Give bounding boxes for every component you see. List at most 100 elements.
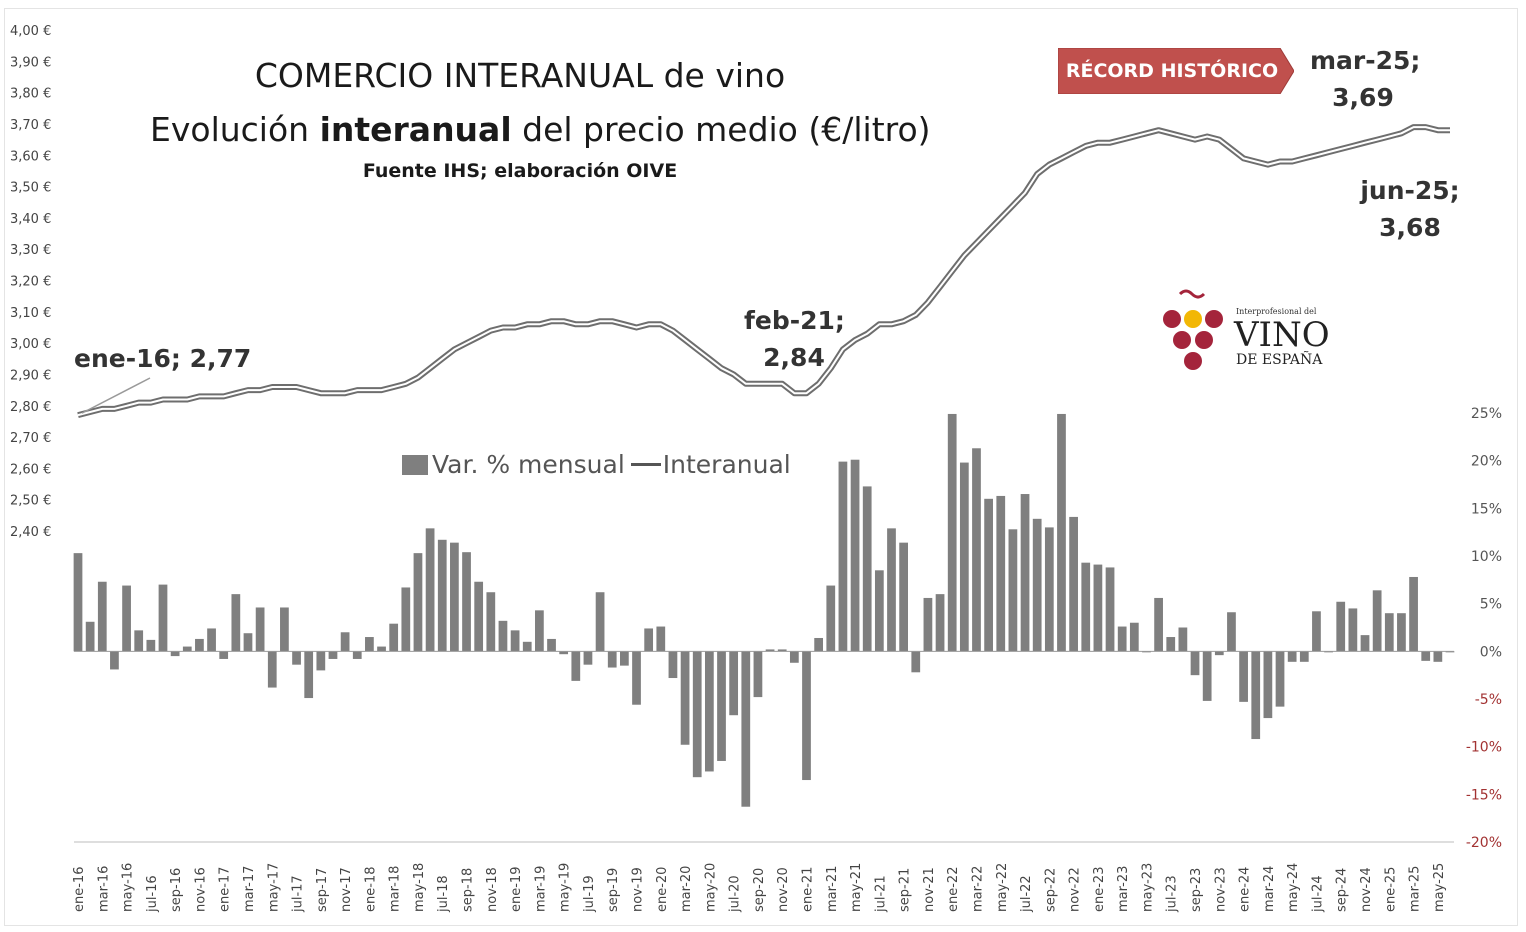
annotation-mar25-label: mar-25; xyxy=(1310,46,1421,75)
chart-source: Fuente IHS; elaboración OIVE xyxy=(362,160,678,182)
annotation-feb21: feb-21; 2,84 xyxy=(744,302,845,376)
bar xyxy=(255,607,265,652)
bar xyxy=(595,592,605,652)
interanual-line-inner xyxy=(77,126,1450,417)
bar xyxy=(704,651,714,772)
logo-small-text: Interprofesional del xyxy=(1236,307,1317,316)
bar xyxy=(1384,613,1394,652)
x-tick-label: may-22 xyxy=(995,863,1010,912)
x-tick-label: ene-24 xyxy=(1238,867,1253,912)
bar xyxy=(559,651,569,655)
y-left-tick-label: 3,70 € xyxy=(10,118,51,133)
bar xyxy=(510,630,520,652)
bar xyxy=(887,528,896,652)
x-tick-label: jul-20 xyxy=(728,875,743,913)
bar xyxy=(583,651,593,665)
x-tick-label: ene-22 xyxy=(946,867,961,912)
bar xyxy=(1275,651,1285,707)
y-left-tick-label: 2,50 € xyxy=(10,494,51,509)
bar xyxy=(352,651,362,659)
annotation-feb21-value: 2,84 xyxy=(763,343,825,372)
bar xyxy=(826,585,836,652)
legend-swatch-bars xyxy=(402,455,428,475)
annotation-feb21-label: feb-21; xyxy=(744,306,845,335)
annotation-mar25: mar-25; 3,69 xyxy=(1310,42,1421,116)
y-right-tick-label: -10% xyxy=(1466,740,1502,756)
y-right-tick-label: 25% xyxy=(1471,406,1502,422)
subtitle-part-2: interanual xyxy=(319,110,512,149)
bar xyxy=(1105,567,1115,652)
bar xyxy=(923,597,933,652)
annotation-ene16: ene-16; 2,77 xyxy=(74,344,252,373)
y-right-tick-label: 15% xyxy=(1471,501,1502,517)
bar xyxy=(802,651,811,781)
bar xyxy=(1372,590,1382,652)
bar xyxy=(73,553,83,652)
bar xyxy=(195,638,204,652)
bar xyxy=(280,607,289,652)
x-tick-label: nov-17 xyxy=(339,867,354,912)
bar xyxy=(1214,651,1224,656)
bar xyxy=(862,486,872,652)
annotation-jun25-value: 3,68 xyxy=(1379,213,1441,242)
bar xyxy=(1117,626,1127,652)
x-tick-label: ene-19 xyxy=(509,867,524,912)
y-left-tick-label: 4,00 € xyxy=(10,24,51,39)
x-tick-label: sep-19 xyxy=(606,868,621,912)
x-tick-label: jul-16 xyxy=(145,875,160,913)
x-tick-label: ene-20 xyxy=(655,867,670,912)
annotation-jun25-label: jun-25; xyxy=(1360,176,1460,205)
x-tick-label: jul-22 xyxy=(1019,875,1034,913)
x-tick-label: nov-16 xyxy=(193,867,208,912)
chart-legend: Var. % mensual Interanual xyxy=(402,450,791,479)
y-left-tick-label: 3,80 € xyxy=(10,87,51,102)
y-left-tick-label: 3,60 € xyxy=(10,149,51,164)
bar xyxy=(1166,637,1176,652)
x-tick-label: may-24 xyxy=(1286,863,1301,912)
x-tick-label: jul-18 xyxy=(436,875,451,913)
bar xyxy=(547,638,556,652)
subtitle-part-3: del precio medio (€/litro) xyxy=(511,110,931,149)
x-tick-label: mar-24 xyxy=(1262,866,1277,912)
bar xyxy=(814,637,824,652)
grape-icon xyxy=(1163,289,1223,370)
x-tick-label: nov-18 xyxy=(485,867,500,912)
x-tick-label: sep-16 xyxy=(169,868,184,912)
bar xyxy=(522,641,532,652)
bar xyxy=(170,651,180,657)
logo: Interprofesional del VINO DE ESPAÑA xyxy=(1163,289,1330,370)
bar xyxy=(389,623,399,652)
bar xyxy=(1081,562,1091,652)
x-tick-label: ene-23 xyxy=(1092,867,1107,912)
bar xyxy=(365,637,374,652)
bar xyxy=(134,630,144,652)
bar xyxy=(777,649,787,652)
record-arrow-shape xyxy=(1058,48,1294,94)
x-tick-label: mar-19 xyxy=(533,866,548,912)
bar xyxy=(425,528,435,652)
bar xyxy=(450,542,459,652)
y-left-tick-label: 3,10 € xyxy=(10,306,51,321)
bar xyxy=(1433,651,1443,662)
bar xyxy=(243,633,253,652)
x-tick-label: sep-21 xyxy=(898,868,913,912)
x-tick-label: jul-23 xyxy=(1165,875,1180,913)
bar xyxy=(607,651,617,668)
x-tick-label: sep-22 xyxy=(1043,868,1058,912)
y-right-tick-label: 0% xyxy=(1480,644,1502,660)
x-tick-label: may-25 xyxy=(1432,863,1447,912)
x-tick-label: mar-18 xyxy=(388,866,403,912)
x-tick-label: sep-20 xyxy=(752,868,767,912)
x-tick-label: mar-25 xyxy=(1408,866,1423,912)
bar xyxy=(620,651,629,666)
x-tick-label: mar-21 xyxy=(825,866,840,912)
y-left-tick-label: 3,50 € xyxy=(10,181,51,196)
bar xyxy=(110,651,119,670)
bar xyxy=(219,651,229,659)
bar xyxy=(486,592,496,652)
y-left-tick-label: 3,20 € xyxy=(10,275,51,290)
bar xyxy=(741,651,751,807)
bar xyxy=(462,552,471,652)
bar xyxy=(474,581,484,652)
